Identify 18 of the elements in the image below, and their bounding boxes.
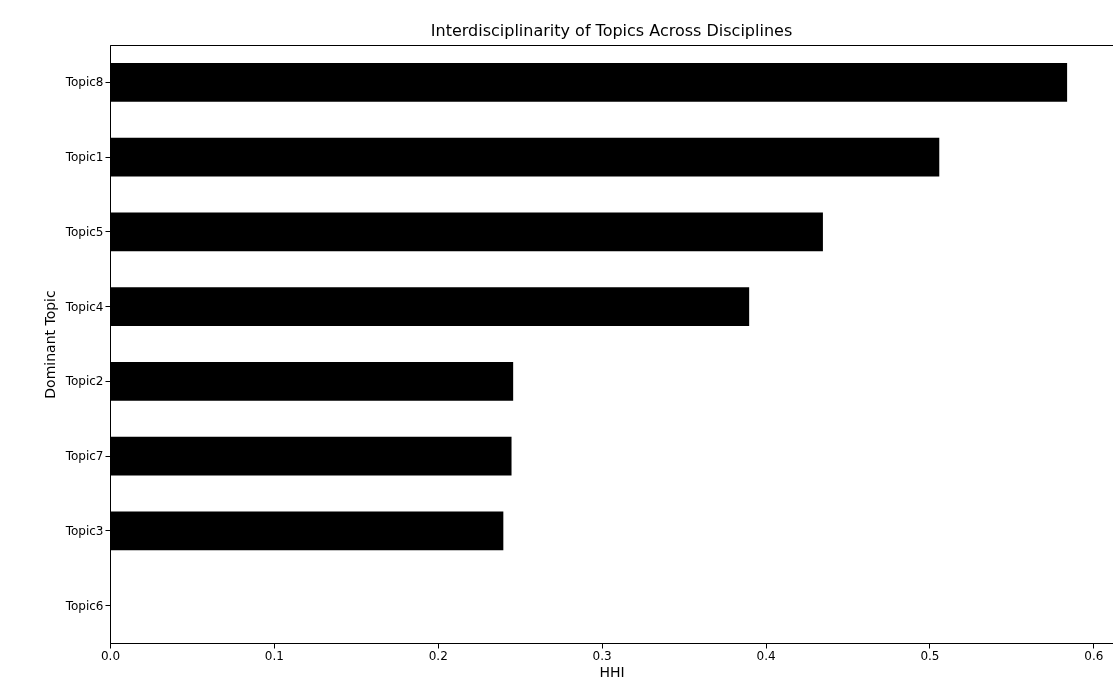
x-tick-label: 0.3 — [592, 648, 612, 663]
y-tick-label: Topic1 — [64, 150, 104, 165]
x-tick-label: 0.0 — [100, 648, 121, 663]
y-tick-label: Topic6 — [64, 598, 104, 613]
x-axis-title: HHI — [599, 663, 625, 680]
x-tick-label: 0.1 — [264, 648, 284, 663]
x-tick-label: 0.4 — [756, 648, 776, 663]
chart-title: Interdisciplinarity of Topics Across Disciplines — [430, 21, 793, 40]
y-tick-label: Topic2 — [64, 374, 104, 389]
y-tick-label: Topic3 — [64, 523, 104, 538]
x-tick-label: 0.5 — [920, 648, 940, 663]
y-tick-label: Topic5 — [64, 224, 104, 239]
x-tick-label: 0.2 — [428, 648, 448, 663]
y-axis-title: Dominant Topic — [41, 290, 58, 399]
y-tick-label: Topic8 — [64, 75, 104, 90]
y-tick-label: Topic4 — [64, 299, 104, 314]
y-tick-label: Topic7 — [64, 449, 104, 464]
x-tick-label: 0.6 — [1084, 648, 1104, 663]
